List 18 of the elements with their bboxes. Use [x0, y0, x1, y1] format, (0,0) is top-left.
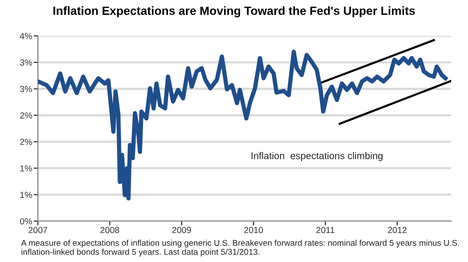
y-tick-label: 2% [20, 138, 32, 145]
x-tick-label: 2011 [316, 226, 334, 234]
y-tick-label: 1% [20, 192, 32, 198]
y-tick-label: 4% [20, 32, 32, 40]
x-tick-label: 2010 [244, 226, 263, 234]
y-tick-label: 2% [20, 112, 32, 118]
x-tick-label: 2009 [172, 226, 191, 234]
line-series [38, 50, 448, 200]
x-tick-label: 2012 [388, 226, 407, 234]
chart-title: Inflation Expectations are Moving Toward the Fed's Upper Limits [53, 6, 415, 18]
x-tick-label: 2008 [100, 226, 120, 234]
annotation: Inflation espectations climbing [252, 152, 383, 162]
y-tick-label: 3% [20, 86, 32, 92]
y-tick-label: 3% [20, 59, 32, 66]
y-tick-label: 0% [20, 218, 32, 224]
x-tick-label: 2007 [28, 226, 48, 234]
text: A measure of expectations of inflation using generic U.S. Breakeven forward rates: nominal forward 5 years minus U.S. inflation-linked bonds forward 5 years. Last data point 5/31/2013. [21, 240, 459, 256]
y-tick-label: 1% [20, 165, 32, 172]
